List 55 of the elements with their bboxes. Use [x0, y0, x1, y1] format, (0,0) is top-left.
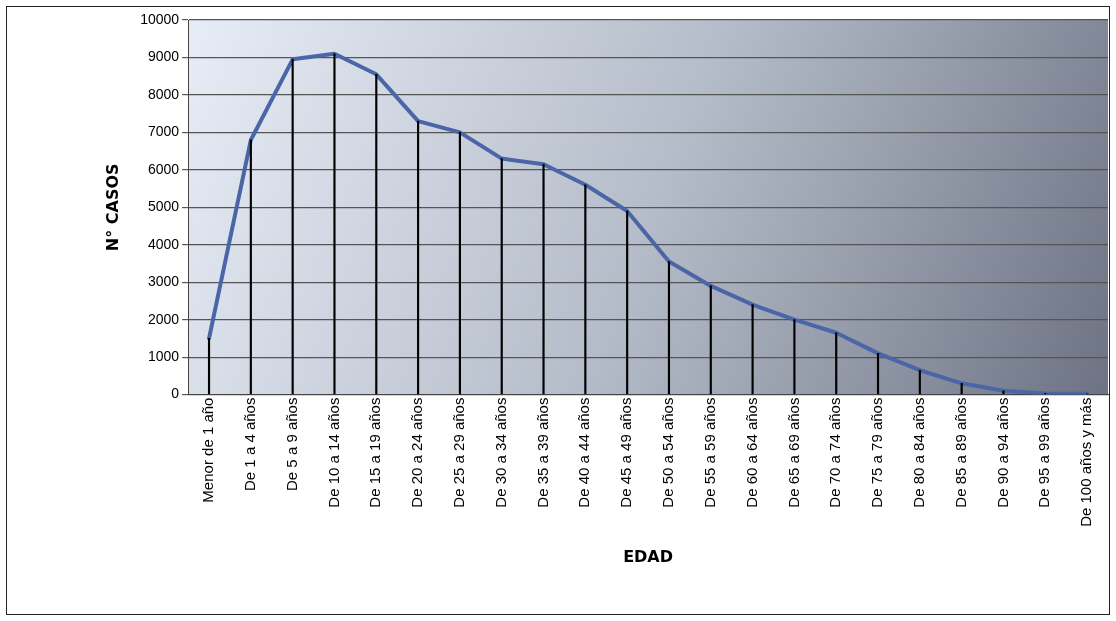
y-tick-label: 1000	[147, 347, 180, 364]
x-tick-label: De 85 a 89 años	[951, 397, 969, 508]
x-tick-label: De 90 a 94 años	[993, 397, 1011, 508]
y-tick-label: 3000	[147, 273, 180, 290]
y-axis-title: N° CASOS	[102, 163, 122, 252]
x-tick-label: De 50 a 54 años	[659, 397, 677, 508]
x-tick-label: De 75 a 79 años	[868, 397, 886, 508]
y-tick-label: 5000	[147, 198, 180, 215]
x-tick-label: De 95 a 99 años	[1035, 397, 1053, 508]
bar	[1002, 390, 1005, 395]
x-tick-label: De 55 a 59 años	[700, 397, 718, 508]
x-tick-label: De 80 a 84 años	[909, 397, 927, 508]
x-tick-label: De 70 a 74 años	[826, 397, 844, 508]
y-tick-label: 7000	[147, 123, 180, 140]
y-tick-label: 9000	[147, 48, 180, 65]
y-tick-label: 6000	[147, 160, 180, 177]
y-tick-label: 2000	[147, 310, 180, 327]
bar	[584, 184, 587, 395]
x-tick-label: De 60 a 64 años	[742, 397, 760, 508]
bar	[835, 332, 838, 395]
bar	[333, 53, 336, 395]
x-tick-label: De 65 a 69 años	[784, 397, 802, 508]
bar	[375, 73, 378, 395]
bar	[417, 120, 420, 395]
bar	[876, 353, 880, 395]
y-tick-label: 4000	[147, 235, 180, 252]
x-tick-label: De 15 a 19 años	[366, 397, 384, 508]
x-tick-label: De 5 a 9 años	[282, 397, 300, 491]
x-axis-title: EDAD	[623, 546, 673, 566]
bar	[500, 158, 503, 395]
bar	[751, 304, 754, 395]
x-tick-label: De 35 a 39 años	[533, 397, 551, 508]
bar	[960, 383, 963, 395]
x-tick-label: De 25 a 29 años	[450, 397, 468, 508]
bar	[667, 261, 671, 395]
x-tick-label: De 40 a 44 años	[575, 397, 593, 508]
bar	[793, 319, 796, 395]
x-tick-label: De 20 a 24 años	[408, 397, 426, 508]
bar	[458, 132, 461, 395]
x-tick-label: De 30 a 34 años	[491, 397, 509, 508]
x-tick-label: De 10 a 14 años	[324, 397, 342, 508]
bar	[709, 285, 712, 395]
x-tick-label: De 100 años y más	[1077, 397, 1095, 527]
y-tick-label: 0	[171, 385, 180, 402]
x-tick-label: De 1 a 4 años	[240, 397, 258, 491]
x-tick-label: De 45 a 49 años	[617, 397, 635, 508]
y-tick-label: 8000	[147, 85, 180, 102]
bar	[291, 59, 294, 395]
bar	[207, 338, 211, 395]
y-tick-label: 10000	[140, 10, 180, 27]
x-tick-label: Menor de 1 año	[199, 397, 217, 503]
bar	[918, 369, 921, 395]
bar	[249, 139, 252, 395]
bar	[626, 210, 629, 395]
bar	[542, 163, 545, 395]
